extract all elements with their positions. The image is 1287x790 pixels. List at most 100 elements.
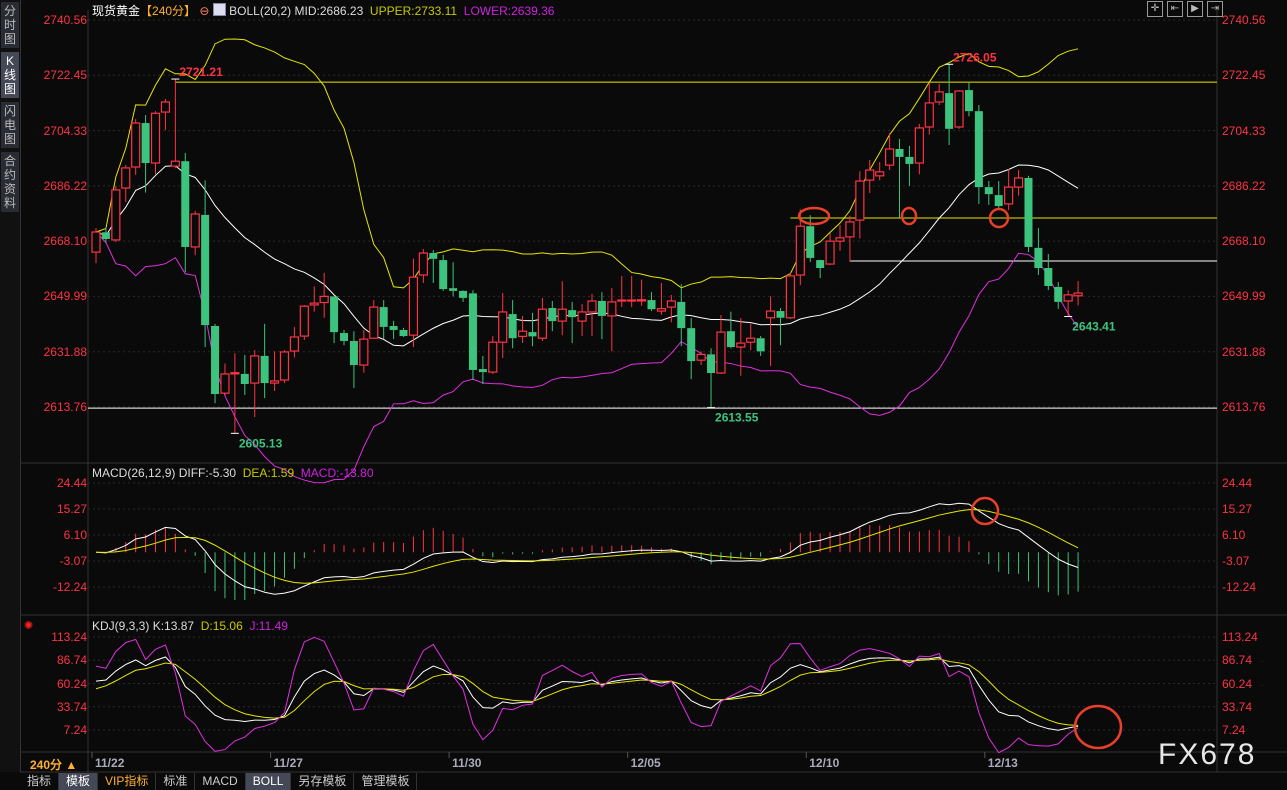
indicator-chart-icon[interactable] [212, 3, 226, 16]
x-tick-label: 12/10 [809, 756, 840, 770]
boll-mid: MID:2686.23 [294, 4, 364, 18]
kdj-k: K:13.87 [152, 619, 195, 633]
candle-body [924, 102, 934, 128]
macd-diff-line [95, 502, 1079, 595]
candle-body [945, 93, 954, 129]
candle-body [379, 307, 388, 327]
boll-upper-line [95, 38, 1079, 289]
kdj-header: KDJ(9,3,3) K:13.87 D:15.06 J:11.49 [92, 619, 288, 633]
candle-body [835, 237, 845, 242]
view-sidebar: 分时图 K线图 闪电图 合约资料 [0, 0, 21, 772]
kdj-tick-right: 60.24 [1222, 676, 1253, 691]
tab-boll[interactable]: BOLL [245, 773, 292, 790]
candle-body [211, 325, 220, 395]
candle-body [1063, 294, 1073, 302]
macd-tick-right: 15.27 [1222, 502, 1253, 516]
price-tick-right: 2668.10 [1222, 234, 1266, 249]
candle-body [260, 355, 269, 384]
annotation-circle [797, 206, 831, 226]
move-right-icon[interactable]: ⇥ [1207, 1, 1223, 17]
annotation-circle [1073, 704, 1123, 750]
candle-body [627, 299, 637, 302]
candle-body [418, 252, 428, 276]
candle-body [1024, 177, 1033, 247]
x-tick-label: 11/30 [452, 756, 482, 770]
extreme-price-label: 2721.21 [179, 65, 223, 79]
tab-indicators[interactable]: 指标 [20, 773, 60, 790]
tab-macd[interactable]: MACD [195, 773, 246, 790]
annotation-circle [900, 206, 918, 226]
extreme-price-label: 2613.55 [715, 411, 759, 425]
candle-body [687, 328, 696, 362]
candle-body [399, 329, 408, 337]
candle-body [269, 380, 280, 384]
period-label[interactable]: 【240分】 [140, 4, 197, 18]
tab-kline-chart[interactable]: K线图 [1, 52, 19, 98]
crosshair-icon[interactable]: ✛ [1147, 1, 1163, 17]
settings-sun-icon[interactable]: ✺ [24, 620, 34, 632]
candle-body [736, 342, 746, 348]
candle-body [816, 260, 825, 269]
candle-body [806, 226, 815, 258]
period-selector[interactable]: 240分 ▲ [30, 758, 78, 772]
kdj-tick-left: 33.74 [56, 699, 87, 714]
annotation-circle [988, 207, 1010, 229]
candle-body [449, 288, 458, 291]
watermark: FX678 [1158, 738, 1257, 771]
x-tick-label: 12/05 [630, 756, 661, 770]
tab-flash-chart[interactable]: 闪电图 [1, 102, 19, 148]
kdj-tick-right: 33.74 [1222, 699, 1253, 714]
candle-body [250, 355, 260, 384]
candle-body [785, 275, 796, 319]
tab-contract-info[interactable]: 合约资料 [1, 152, 19, 212]
macd-tick-left: 24.44 [56, 476, 87, 490]
candle-body [587, 300, 597, 313]
kdj-tick-right: 113.24 [1222, 630, 1258, 644]
boll-mid-line [95, 164, 1079, 347]
candle-body [716, 331, 726, 374]
zoom-left-icon[interactable]: ⇤ [1167, 1, 1183, 17]
candle-body [1044, 268, 1053, 287]
collapse-icon[interactable]: ⊖ [199, 4, 210, 18]
candle-body [746, 337, 756, 343]
candle-body [1073, 292, 1083, 297]
candle-body [181, 161, 190, 247]
candle-body [121, 167, 131, 189]
macd-dea-line [95, 509, 1079, 584]
candle-body [994, 195, 1003, 207]
extreme-price-label: 2643.41 [1072, 320, 1116, 334]
candle-body [319, 295, 329, 304]
candle-body [1034, 247, 1043, 269]
candle-body [756, 338, 765, 352]
tab-vip-indicators[interactable]: VIP指标 [98, 773, 157, 790]
candle-body [369, 306, 379, 339]
kdj-k-line [95, 656, 1079, 731]
candle-body [656, 308, 667, 312]
tab-time-chart[interactable]: 分时图 [1, 2, 19, 48]
price-tick-right: 2631.88 [1222, 344, 1266, 359]
boll-lower: LOWER:2639.36 [463, 4, 555, 18]
candle-body [111, 189, 121, 241]
tab-standard[interactable]: 标准 [156, 773, 196, 790]
candle-body [1004, 186, 1014, 205]
x-tick-label: 11/22 [95, 756, 125, 770]
candle-body [636, 299, 647, 302]
candle-body [279, 351, 290, 381]
candle-body [726, 331, 735, 348]
candle-body [557, 308, 567, 322]
candle-body [865, 169, 875, 181]
candle-body [408, 276, 419, 336]
play-icon[interactable]: ▶ [1187, 1, 1203, 17]
tab-templates[interactable]: 模板 [59, 773, 99, 790]
tab-save-template[interactable]: 另存模板 [291, 773, 355, 790]
candle-body [607, 301, 617, 317]
boll-upper: UPPER:2733.11 [369, 4, 458, 18]
tab-manage-templates[interactable]: 管理模板 [354, 773, 418, 790]
candle-body [875, 171, 885, 177]
candle-body [548, 307, 557, 322]
candle-body [478, 369, 487, 373]
price-tick-right: 2722.45 [1222, 68, 1266, 83]
price-tick-left: 2686.22 [43, 178, 87, 193]
macd-tick-left: -12.24 [52, 580, 87, 594]
